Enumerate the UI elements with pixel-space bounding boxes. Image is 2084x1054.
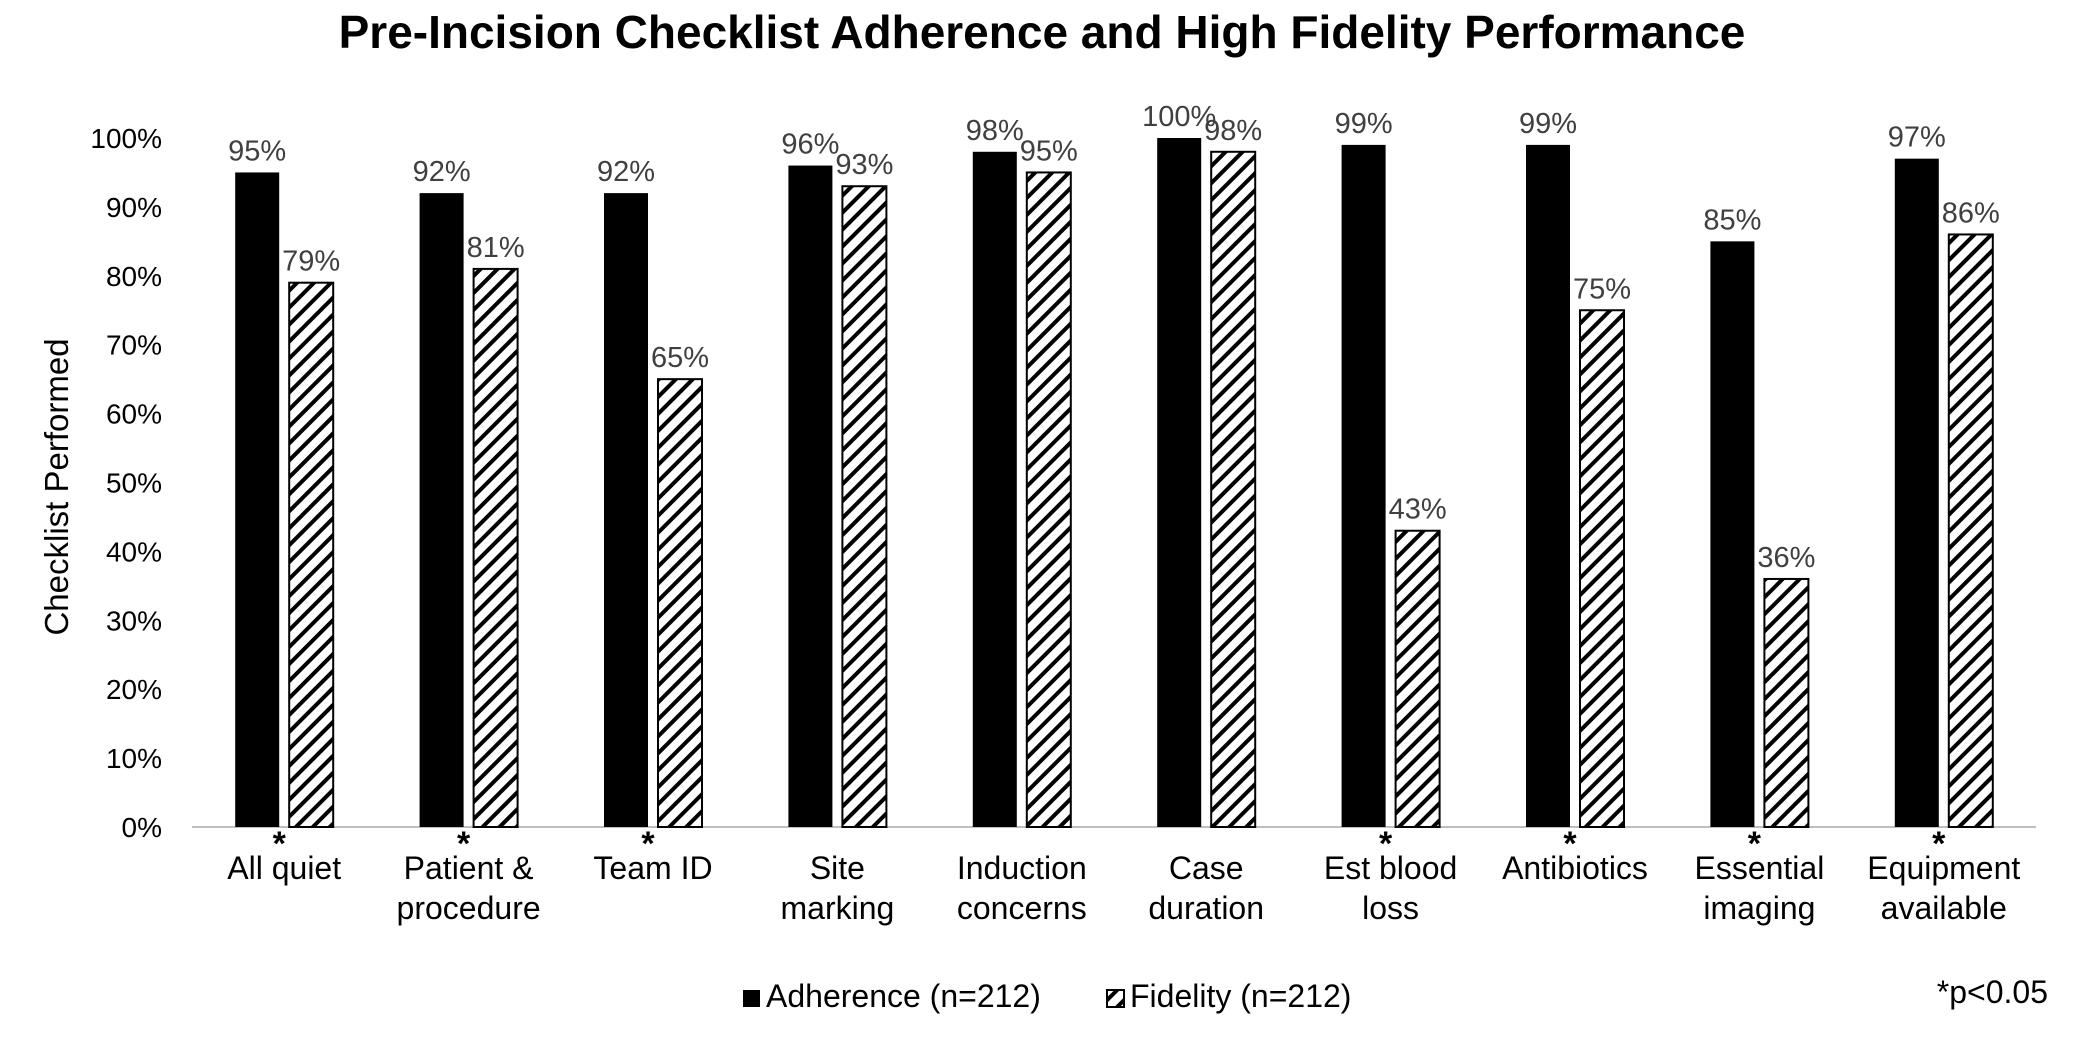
significance-marker: * — [1748, 825, 1762, 863]
bar-fidelity — [1947, 233, 1994, 828]
bar-adherence — [788, 165, 833, 827]
bar-adherence — [1157, 138, 1202, 827]
y-tick-label: 30% — [106, 605, 162, 636]
bar-adherence — [1341, 144, 1386, 827]
x-tick-label: All quiet — [227, 850, 341, 886]
data-label-adherence: 99% — [1335, 108, 1393, 140]
y-tick-label: 80% — [106, 261, 162, 292]
x-tick-label: Site marking — [780, 850, 894, 926]
data-label-fidelity: 98% — [1204, 115, 1262, 147]
significance-marker: * — [641, 825, 655, 863]
y-tick-label: 90% — [106, 192, 162, 223]
x-tick-label: Team ID — [593, 850, 712, 886]
data-label-fidelity: 95% — [1020, 135, 1078, 167]
significance-marker: * — [457, 825, 471, 863]
data-label-adherence: 85% — [1703, 204, 1761, 236]
y-tick-label: 10% — [106, 743, 162, 774]
legend-swatch-fidelity — [1106, 989, 1125, 1008]
data-label-fidelity: 65% — [651, 342, 709, 374]
data-label-fidelity: 79% — [282, 246, 340, 278]
data-label-fidelity: 43% — [1389, 494, 1447, 526]
y-tick-label: 100% — [90, 123, 162, 154]
legend-label-adherence: Adherence (n=212) — [766, 978, 1041, 1014]
y-tick-label: 0% — [122, 812, 162, 843]
bar-adherence — [419, 193, 464, 827]
y-tick-label: 40% — [106, 536, 162, 567]
significance-markers: * * * * * * * — [273, 825, 1947, 863]
bar-adherence — [1526, 144, 1570, 827]
bar-fidelity — [472, 267, 519, 829]
significance-marker: * — [273, 825, 287, 863]
bar-adherence — [972, 151, 1017, 827]
x-tick-label: Case duration — [1148, 850, 1264, 926]
y-tick-label: 50% — [106, 468, 162, 499]
bar-fidelity — [1394, 529, 1441, 828]
data-label-adherence: 97% — [1888, 122, 1946, 154]
data-label-fidelity: 81% — [467, 232, 525, 264]
x-tick-label: Patient & procedure — [397, 850, 541, 926]
data-label-adherence: 96% — [781, 129, 839, 161]
data-label-fidelity: 93% — [835, 149, 893, 181]
data-label-adherence: 95% — [228, 135, 286, 167]
data-label-adherence: 100% — [1142, 101, 1216, 133]
bar-fidelity — [1025, 171, 1072, 828]
data-label-adherence: 99% — [1519, 108, 1577, 140]
data-label-adherence: 98% — [966, 115, 1024, 147]
x-tick-label: Equipment available — [1867, 850, 2020, 926]
bar-fidelity — [1210, 150, 1257, 828]
data-label-adherence: 92% — [413, 156, 471, 188]
significance-marker: * — [1563, 825, 1577, 863]
chart-title: Pre-Incision Checklist Adherence and Hig… — [339, 6, 1746, 58]
significance-marker: * — [1379, 825, 1393, 863]
bar-fidelity — [657, 378, 703, 828]
bar-fidelity — [1763, 577, 1810, 829]
significance-footnote: *p<0.05 — [1937, 974, 2048, 1010]
bar-adherence — [235, 172, 280, 827]
x-axis-ticks: All quiet Patient & procedure Team ID Site ma… — [227, 850, 2020, 926]
data-label-adherence: 92% — [597, 156, 655, 188]
x-tick-label: Essential imaging — [1694, 850, 1824, 926]
bar-fidelity — [1579, 309, 1625, 828]
x-tick-label: Antibiotics — [1502, 850, 1648, 886]
y-axis-label: Checklist Performed — [38, 338, 75, 635]
bar-adherence — [1710, 241, 1755, 828]
bar-fidelity — [841, 185, 888, 829]
y-tick-label: 70% — [106, 330, 162, 361]
data-label-fidelity: 86% — [1942, 197, 2000, 229]
bar-adherence — [1894, 158, 1939, 828]
y-axis-ticks: 0% 10% 20% 30% 40% 50% 60% 70% 80% 90% 100% — [90, 123, 162, 843]
significance-marker: * — [1932, 825, 1946, 863]
bar-adherence — [604, 193, 648, 827]
bars — [235, 138, 1994, 829]
data-label-fidelity: 36% — [1757, 542, 1815, 574]
y-tick-label: 20% — [106, 674, 162, 705]
legend-label-fidelity: Fidelity (n=212) — [1130, 978, 1351, 1014]
x-tick-label: Induction concerns — [957, 850, 1087, 926]
data-labels: 95%79%92%81%92%65%96%93%98%95%100%98% 99%… — [228, 101, 2000, 574]
legend: Adherence (n=212) Fidelity (n=212) — [743, 978, 1351, 1014]
y-tick-label: 60% — [106, 399, 162, 430]
bar-fidelity — [288, 281, 335, 828]
x-tick-label: Est blood loss — [1324, 850, 1457, 926]
data-label-fidelity: 75% — [1573, 273, 1631, 305]
legend-swatch-adherence — [743, 990, 760, 1007]
